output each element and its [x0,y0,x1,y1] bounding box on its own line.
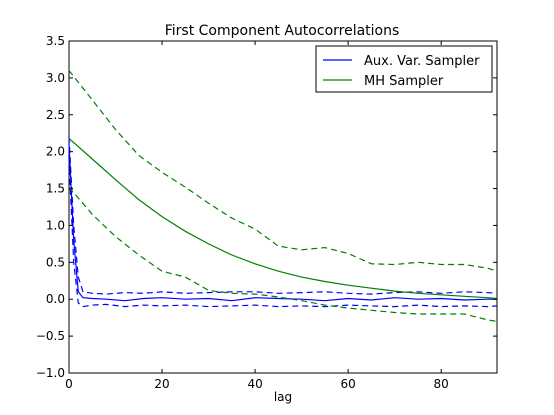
series-line-5 [68,186,498,322]
series-line-3 [68,137,498,300]
x-tick-label-2: 40 [247,377,262,391]
axes-layer: 0 20 40 60 80 −1.0 −0.5 0.0 0.5 1.0 1.5 2.0 2.5 3.0 3.… [36,34,497,391]
x-tick-label-1: 20 [154,377,169,391]
legend-label-mh: MH Sampler [364,74,444,89]
y-tick-label-1: −0.5 [36,329,65,343]
series-line-1 [68,136,498,295]
series-line-0 [68,144,497,302]
chart-title: First Component Autocorrelations [165,23,400,39]
plot-frame [68,40,498,374]
x-tick-label-4: 80 [434,377,449,391]
y-tick-label-7: 2.5 [46,108,65,122]
series-layer [68,70,498,322]
y-tick-label-3: 0.5 [46,255,65,269]
y-tick-label-8: 3.0 [46,71,65,85]
y-tick-label-9: 3.5 [46,34,65,48]
y-tick-label-0: −1.0 [36,366,65,380]
y-tick-label-6: 2.0 [46,145,65,159]
legend: Aux. Var. Sampler MH Sampler [315,45,493,93]
series-line-2 [68,158,498,308]
x-axis-label: lag [274,390,292,404]
plot-area: 0 20 40 60 80 −1.0 −0.5 0.0 0.5 1.0 1.5 2.0 2.5 3.0 3.… [36,34,498,391]
legend-box [315,45,493,93]
y-tick-label-4: 1.0 [46,218,65,232]
y-tick-label-5: 1.5 [46,182,65,196]
x-tick-label-0: 0 [65,377,73,391]
x-tick-label-3: 60 [340,377,355,391]
legend-label-aux: Aux. Var. Sampler [364,54,480,69]
series-line-4 [68,70,498,272]
y-tick-label-2: 0.0 [46,292,65,306]
